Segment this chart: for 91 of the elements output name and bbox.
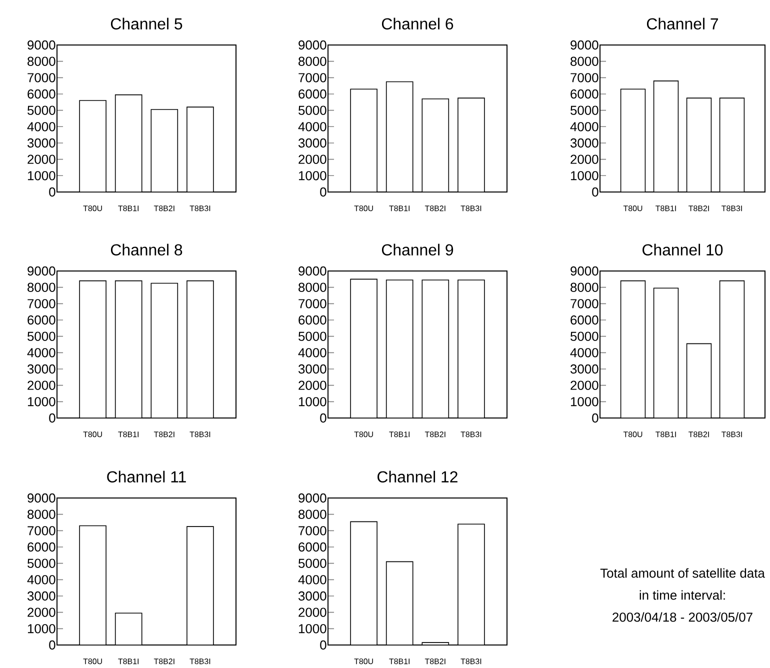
y-tick-label: 2000 <box>28 608 56 617</box>
y-tick-label: 8000 <box>298 510 326 519</box>
y-tick-label: 6000 <box>298 89 326 99</box>
y-tick-label: 5000 <box>298 106 326 115</box>
y-tick-label: 9000 <box>298 40 326 50</box>
y-tick-label: 0 <box>49 640 56 650</box>
y-tick-label: 7000 <box>570 299 598 308</box>
y-tick-label: 4000 <box>27 348 56 358</box>
y-tick-label: 2000 <box>298 154 326 164</box>
y-tick-label: 3000 <box>298 591 326 601</box>
y-tick-label: 2000 <box>28 154 56 164</box>
y-tick-label: 3000 <box>570 138 598 148</box>
y-tick-label: 5000 <box>28 106 56 115</box>
y-tick-label: 2000 <box>570 380 598 390</box>
y-tick-label: 9000 <box>570 266 598 276</box>
y-tick-label: 7000 <box>298 73 326 82</box>
y-tick-label: 9000 <box>570 40 598 50</box>
y-tick-label: 2000 <box>570 154 598 164</box>
y-tick-label: 0 <box>49 187 56 197</box>
y-tick-label: 0 <box>592 187 598 197</box>
y-tick-label: 5000 <box>570 106 598 115</box>
y-tick-label: 4000 <box>298 348 326 358</box>
y-tick-label: 1000 <box>28 171 56 180</box>
y-tick-label: 2000 <box>298 380 326 390</box>
y-tick-label: 6000 <box>28 89 56 99</box>
y-tick-label: 4000 <box>27 122 56 132</box>
y-tick-label: 4000 <box>298 122 326 132</box>
y-tick-label: 4000 <box>570 122 598 132</box>
y-tick-label: 5000 <box>28 332 56 341</box>
y-tick-label: 8000 <box>28 56 56 66</box>
y-tick-label: 7000 <box>28 299 56 308</box>
y-tick-label: 0 <box>320 413 326 423</box>
y-tick-label: 5000 <box>298 332 326 341</box>
y-tick-label: 3000 <box>27 364 56 374</box>
y-tick-label: 1000 <box>570 397 598 406</box>
y-tick-label: 1000 <box>298 397 326 406</box>
text: Total amount of satellite data <box>600 568 765 578</box>
chart-title: Channel 5 <box>110 18 182 30</box>
y-tick-label: 8000 <box>298 56 326 66</box>
y-tick-label: 3000 <box>27 138 56 148</box>
y-tick-label: 3000 <box>298 138 326 148</box>
y-tick-label: 0 <box>320 187 326 197</box>
y-tick-label: 9000 <box>28 266 56 276</box>
y-tick-label: 8000 <box>298 282 326 292</box>
y-tick-label: 0 <box>320 640 326 650</box>
y-tick-label: 0 <box>592 413 598 423</box>
y-tick-label: 8000 <box>28 510 56 519</box>
y-tick-label: 5000 <box>28 558 56 568</box>
y-tick-label: 7000 <box>28 73 56 82</box>
y-tick-label: 2000 <box>298 608 326 617</box>
chart-title: Channel 9 <box>382 244 454 256</box>
y-tick-label: 1000 <box>28 397 56 406</box>
y-tick-label: 1000 <box>570 171 598 180</box>
y-tick-label: 6000 <box>298 315 326 325</box>
y-tick-label: 9000 <box>28 493 56 503</box>
chart-title: Channel 12 <box>378 470 458 483</box>
chart-title: Channel 11 <box>107 470 186 483</box>
y-tick-label: 8000 <box>28 282 56 292</box>
y-tick-label: 9000 <box>28 40 56 50</box>
y-tick-label: 1000 <box>28 624 56 634</box>
chart-title: Channel 6 <box>382 18 454 30</box>
y-tick-label: 9000 <box>298 266 326 276</box>
y-tick-label: 6000 <box>298 542 326 552</box>
text: in time interval: <box>640 590 725 600</box>
y-tick-label: 5000 <box>298 558 326 568</box>
y-tick-label: 3000 <box>298 364 326 374</box>
chart-title: Channel 8 <box>110 244 182 256</box>
text: 2003/04/18 - 2003/05/07 <box>612 612 752 622</box>
y-tick-label: 4000 <box>298 575 326 584</box>
y-tick-label: 6000 <box>570 89 598 99</box>
y-tick-label: 4000 <box>27 575 56 584</box>
y-tick-label: 7000 <box>570 73 598 82</box>
y-tick-label: 6000 <box>570 315 598 325</box>
y-tick-label: 7000 <box>298 299 326 308</box>
y-tick-label: 9000 <box>298 493 326 503</box>
y-tick-label: 3000 <box>27 591 56 601</box>
y-tick-label: 8000 <box>570 56 598 66</box>
y-tick-label: 0 <box>49 413 56 423</box>
chart-title: Channel 10 <box>642 244 723 256</box>
y-tick-label: 7000 <box>28 526 56 536</box>
y-tick-label: 7000 <box>298 526 326 536</box>
y-tick-label: 4000 <box>570 348 598 358</box>
y-tick-label: 2000 <box>28 380 56 390</box>
y-tick-label: 3000 <box>570 364 598 374</box>
y-tick-label: 1000 <box>298 624 326 634</box>
y-tick-label: 1000 <box>298 171 326 180</box>
chart-title: Channel 7 <box>646 18 718 30</box>
y-tick-label: 6000 <box>28 542 56 552</box>
y-tick-label: 6000 <box>28 315 56 325</box>
y-tick-label: 8000 <box>570 282 598 292</box>
y-tick-label: 5000 <box>570 332 598 341</box>
